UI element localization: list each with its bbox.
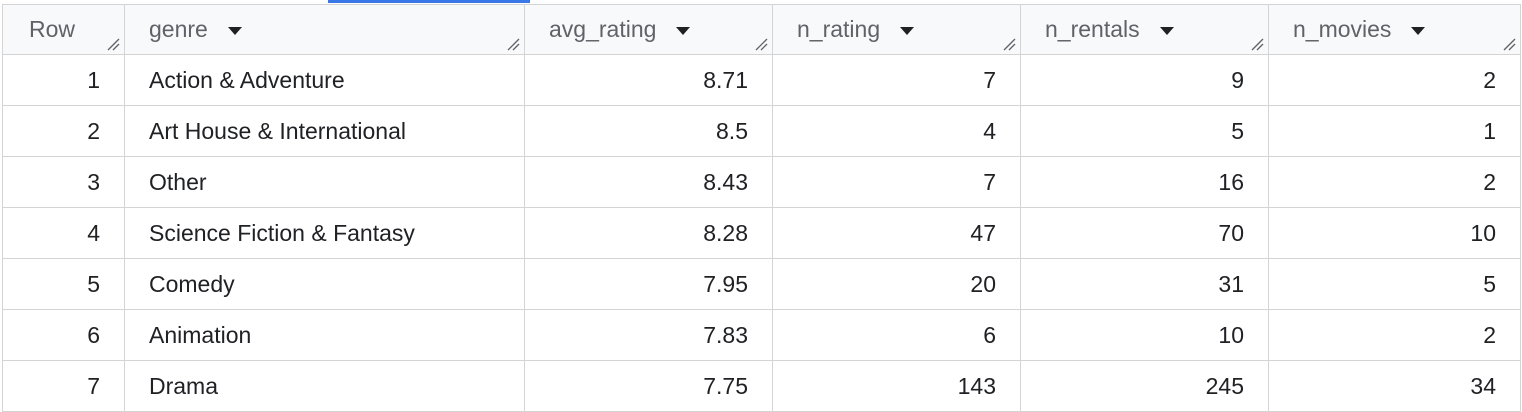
cell-n-rating: 4	[772, 105, 1021, 157]
column-resize-icon[interactable]	[754, 37, 768, 51]
cell-genre: Art House & International	[124, 105, 525, 157]
cell-avg-rating: 7.75	[524, 360, 773, 412]
cell-n-rating: 20	[772, 258, 1021, 310]
column-header-n-rating[interactable]: n_rating	[772, 4, 1021, 55]
column-header-label: n_movies	[1293, 16, 1392, 42]
cell-n-rentals: 5	[1020, 105, 1269, 157]
cell-n-rentals: 70	[1020, 207, 1269, 259]
dropdown-arrow-icon[interactable]	[1159, 26, 1174, 35]
column-header-label: genre	[149, 16, 208, 42]
cell-n-movies: 5	[1268, 258, 1521, 310]
table-row: 7 Drama 7.75 143 245 34	[2, 360, 1521, 412]
table-row: 5 Comedy 7.95 20 31 5	[2, 258, 1521, 310]
column-header-label: n_rating	[797, 16, 881, 42]
row-number: 4	[2, 207, 125, 259]
cell-n-rentals: 245	[1020, 360, 1269, 412]
cell-n-rating: 7	[772, 156, 1021, 208]
cell-genre: Animation	[124, 309, 525, 361]
table-row: 6 Animation 7.83 6 10 2	[2, 309, 1521, 361]
cell-n-movies: 34	[1268, 360, 1521, 412]
table-header-row: Row genre	[2, 4, 1521, 55]
cell-genre: Science Fiction & Fantasy	[124, 207, 525, 259]
column-header-avg-rating[interactable]: avg_rating	[524, 4, 773, 55]
dropdown-arrow-icon[interactable]	[227, 26, 242, 35]
cell-avg-rating: 8.71	[524, 54, 773, 106]
column-resize-icon[interactable]	[1002, 37, 1016, 51]
column-header-label: Row	[29, 16, 76, 42]
dropdown-arrow-icon[interactable]	[900, 26, 915, 35]
column-resize-icon[interactable]	[1250, 37, 1264, 51]
cell-n-movies: 1	[1268, 105, 1521, 157]
cell-genre: Drama	[124, 360, 525, 412]
row-number: 6	[2, 309, 125, 361]
row-number: 7	[2, 360, 125, 412]
cell-n-rating: 143	[772, 360, 1021, 412]
column-header-label: n_rentals	[1045, 16, 1140, 42]
cell-n-rating: 47	[772, 207, 1021, 259]
cell-avg-rating: 7.95	[524, 258, 773, 310]
table-row: 1 Action & Adventure 8.71 7 9 2	[2, 54, 1521, 106]
cell-genre: Other	[124, 156, 525, 208]
active-tab-indicator	[328, 0, 530, 3]
cell-avg-rating: 8.28	[524, 207, 773, 259]
dropdown-arrow-icon[interactable]	[676, 26, 691, 35]
column-header-n-rentals[interactable]: n_rentals	[1020, 4, 1269, 55]
row-number: 5	[2, 258, 125, 310]
cell-n-rentals: 10	[1020, 309, 1269, 361]
row-number: 1	[2, 54, 125, 106]
table-row: 3 Other 8.43 7 16 2	[2, 156, 1521, 208]
cell-avg-rating: 8.5	[524, 105, 773, 157]
cell-n-rating: 6	[772, 309, 1021, 361]
cell-n-rentals: 31	[1020, 258, 1269, 310]
row-number: 3	[2, 156, 125, 208]
column-resize-icon[interactable]	[506, 37, 520, 51]
cell-n-movies: 2	[1268, 309, 1521, 361]
column-header-row: Row	[2, 4, 125, 55]
results-table: Row genre	[2, 4, 1521, 412]
cell-n-rentals: 9	[1020, 54, 1269, 106]
column-header-n-movies[interactable]: n_movies	[1268, 4, 1521, 55]
cell-avg-rating: 7.83	[524, 309, 773, 361]
table-row: 2 Art House & International 8.5 4 5 1	[2, 105, 1521, 157]
cell-genre: Action & Adventure	[124, 54, 525, 106]
cell-n-rating: 7	[772, 54, 1021, 106]
row-number: 2	[2, 105, 125, 157]
cell-n-movies: 2	[1268, 54, 1521, 106]
column-resize-icon[interactable]	[106, 37, 120, 51]
table-row: 4 Science Fiction & Fantasy 8.28 47 70 1…	[2, 207, 1521, 259]
column-header-genre[interactable]: genre	[124, 4, 525, 55]
dropdown-arrow-icon[interactable]	[1411, 26, 1426, 35]
cell-n-movies: 10	[1268, 207, 1521, 259]
cell-n-rentals: 16	[1020, 156, 1269, 208]
cell-n-movies: 2	[1268, 156, 1521, 208]
cell-avg-rating: 8.43	[524, 156, 773, 208]
column-resize-icon[interactable]	[1502, 37, 1516, 51]
column-header-label: avg_rating	[549, 16, 657, 42]
cell-genre: Comedy	[124, 258, 525, 310]
